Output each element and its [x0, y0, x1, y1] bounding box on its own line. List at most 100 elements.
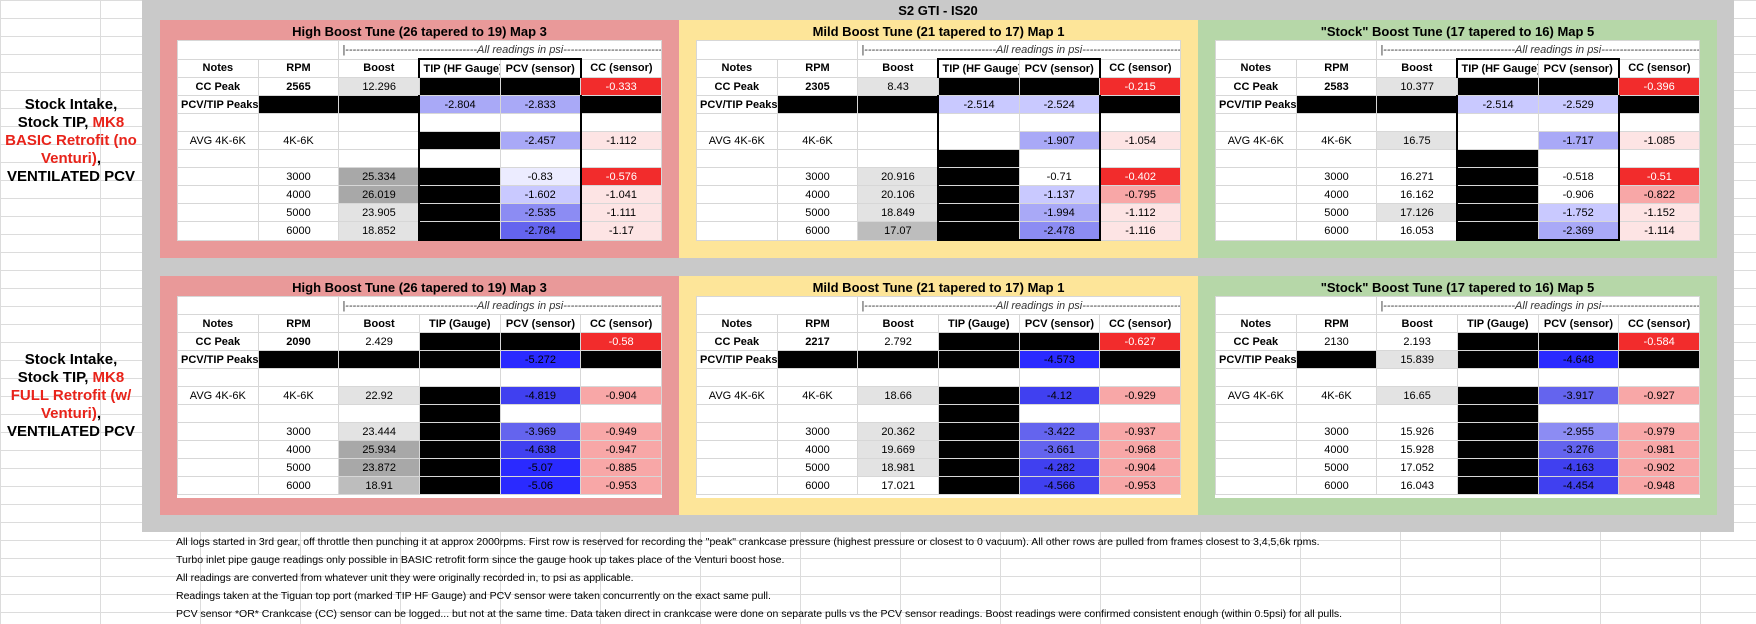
data-table-area: |------------------------------------All…: [695, 296, 1181, 498]
data-table-area: |------------------------------------All…: [176, 40, 662, 241]
table-cell: [418, 167, 501, 186]
table-cell: -2.804: [418, 95, 501, 114]
table-cell: [1215, 203, 1297, 222]
table-cell: 2.429: [338, 332, 420, 351]
units-note: |------------------------------------All…: [338, 296, 662, 315]
table-cell: [776, 368, 859, 387]
row-label-line: VENTILATED PCV: [6, 168, 136, 185]
table-cell: 4000: [257, 440, 340, 459]
table-cell: -0.518: [1537, 167, 1620, 186]
data-table: |------------------------------------All…: [695, 40, 1181, 241]
table-cell: [338, 368, 420, 387]
table-cell: -0.822: [1618, 185, 1700, 204]
table-row: CC Peak 2217 2.792 -0.627: [696, 332, 1181, 351]
table-cell: 2565: [257, 77, 340, 96]
table-cell: [1456, 185, 1539, 204]
column-header: PCV (sensor): [1018, 58, 1101, 78]
table-cell: [1537, 149, 1620, 168]
table-cell: [257, 350, 340, 369]
footer-note: All readings are converted from whatever…: [176, 572, 634, 584]
table-row: AVG 4K-6K 4K-6K -1.907 -1.054: [696, 131, 1181, 150]
table-cell: [696, 185, 778, 204]
table-cell: -4.648: [1537, 350, 1620, 369]
table-cell: 5000: [1295, 458, 1378, 477]
table-cell: [177, 113, 259, 132]
table-cell: [1018, 368, 1101, 387]
table-cell: [257, 149, 340, 168]
table-cell: -1.112: [580, 131, 662, 150]
table-cell: 5000: [776, 203, 859, 222]
table-cell: AVG 4K-6K: [177, 386, 259, 405]
table-cell: -0.904: [580, 386, 662, 405]
row-label-basic: Stock Intake, Stock TIP, MK8 BASIC Retro…: [0, 96, 142, 186]
table-cell: CC Peak: [696, 77, 778, 96]
header-row: Notes RPM Boost TIP (Gauge) PCV (sensor) CC (…: [177, 314, 662, 333]
panel-basic-stock-boost: "Stock" Boost Tune (17 tapered to 16) Ma…: [1198, 20, 1717, 258]
table-cell: [1215, 167, 1297, 186]
panel-full-stock-boost: "Stock" Boost Tune (17 tapered to 16) Ma…: [1198, 276, 1717, 515]
table-cell: [696, 221, 778, 241]
table-cell: 2583: [1295, 77, 1378, 96]
table-cell: 5000: [257, 203, 340, 222]
table-row: PCV/TIP Peaks -5.272: [177, 350, 662, 369]
table-cell: [1456, 386, 1539, 405]
table-cell: [1215, 440, 1297, 459]
table-cell: 16.271: [1376, 167, 1458, 186]
table-cell: [776, 404, 859, 423]
column-header: TIP (Gauge): [937, 314, 1020, 333]
column-header: Notes: [1215, 58, 1297, 78]
table-cell: CC Peak: [1215, 77, 1297, 96]
table-cell: [1456, 203, 1539, 222]
table-cell: -1.085: [1618, 131, 1700, 150]
column-header: Notes: [1215, 314, 1297, 333]
table-cell: [1618, 149, 1700, 168]
table-cell: 6000: [1295, 221, 1378, 241]
units-note-row: |------------------------------------All…: [1214, 296, 1700, 315]
table-cell: [1618, 368, 1700, 387]
table-row: 6000 18.852 -2.784 -1.17: [177, 221, 662, 241]
column-header: RPM: [257, 314, 340, 333]
table-cell: 12.296: [338, 77, 420, 96]
row-label-full: Stock Intake, Stock TIP, MK8 FULL Retrof…: [0, 351, 142, 441]
table-cell: [1018, 332, 1101, 351]
table-cell: [1456, 131, 1539, 150]
table-cell: -3.661: [1018, 440, 1101, 459]
table-row: 4000 25.934 -4.638 -0.947: [177, 440, 662, 459]
table-cell: [857, 368, 939, 387]
footer-note: Readings taken at the Tiguan top port (m…: [176, 590, 771, 602]
column-header: TIP (HF Gauge): [1456, 58, 1539, 78]
table-cell: 8.43: [857, 77, 939, 96]
table-cell: -0.333: [580, 77, 662, 96]
table-cell: 16.053: [1376, 221, 1458, 241]
table-cell: -4.12: [1018, 386, 1101, 405]
table-cell: 16.65: [1376, 386, 1458, 405]
table-cell: [1537, 77, 1620, 96]
table-cell: [177, 404, 259, 423]
panel-full-mild-boost: Mild Boost Tune (21 tapered to 17) Map 1…: [679, 276, 1198, 515]
table-cell: [177, 221, 259, 241]
table-cell: PCV/TIP Peaks: [696, 95, 778, 114]
table-cell: 18.849: [857, 203, 939, 222]
table-cell: PCV/TIP Peaks: [696, 350, 778, 369]
table-row: PCV/TIP Peaks 15.839 -4.648: [1215, 350, 1700, 369]
table-cell: PCV/TIP Peaks: [1215, 350, 1297, 369]
table-cell: 3000: [257, 422, 340, 441]
units-note-row: |------------------------------------All…: [695, 296, 1181, 315]
table-cell: -2.457: [499, 131, 582, 150]
table-row: 6000 16.053 -2.369 -1.114: [1215, 221, 1700, 241]
table-cell: [937, 203, 1020, 222]
units-note-row: |------------------------------------All…: [695, 40, 1181, 60]
table-cell: AVG 4K-6K: [1215, 386, 1297, 405]
table-cell: -1.137: [1018, 185, 1101, 204]
panel-title: High Boost Tune (26 tapered to 19) Map 3: [292, 24, 547, 39]
table-cell: [177, 149, 259, 168]
table-cell: -0.215: [1099, 77, 1181, 96]
table-cell: [1295, 149, 1378, 168]
table-cell: [937, 440, 1020, 459]
table-cell: [696, 440, 778, 459]
table-cell: [499, 332, 582, 351]
footer-note: PCV sensor *OR* Crankcase (CC) sensor ca…: [176, 608, 1343, 620]
row-label-line: FULL Retrofit (w/: [10, 387, 132, 404]
table-cell: 22.92: [338, 386, 420, 405]
column-header: Boost: [338, 58, 420, 78]
